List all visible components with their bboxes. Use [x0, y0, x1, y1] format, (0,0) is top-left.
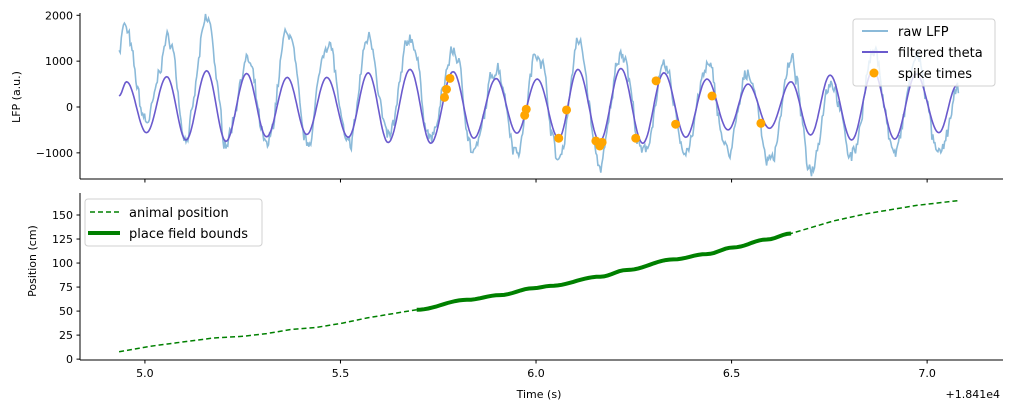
filtered-theta-line — [118, 67, 958, 145]
legend-raw-lfp-label: raw LFP — [898, 25, 949, 40]
raw-lfp-line — [118, 13, 960, 177]
x-tick-label: 5.5 — [332, 367, 350, 380]
lfp-plot-area — [118, 13, 960, 177]
x-axis-offset-label: +1.841e4 — [946, 388, 1000, 401]
legend-place-field-label: place field bounds — [129, 227, 248, 242]
spike-point — [554, 133, 564, 143]
position-plot-area — [118, 199, 961, 353]
lfp-y-ticks: −1000 0 1000 2000 — [36, 9, 80, 160]
position-x-ticks: 5.0 5.5 6.0 6.5 7.0 — [136, 360, 936, 380]
spike-point — [441, 84, 451, 94]
place-field-line — [416, 231, 792, 312]
lfp-y-axis-label: LFP (a.u.) — [10, 71, 23, 123]
y-tick-label: 150 — [52, 209, 73, 222]
spike-point — [707, 91, 717, 101]
y-tick-label: 0 — [66, 353, 73, 366]
spike-point — [445, 73, 455, 83]
y-tick-label: 125 — [52, 233, 73, 246]
position-y-axis-label: Position (cm) — [26, 225, 39, 297]
spike-point — [521, 104, 531, 114]
y-tick-label: 1000 — [45, 55, 73, 68]
lfp-legend: raw LFP filtered theta spike times — [852, 18, 996, 87]
legend-spike-label: spike times — [898, 67, 972, 82]
spike-point — [756, 118, 766, 128]
spike-point — [631, 133, 641, 143]
spike-point — [671, 119, 681, 129]
y-tick-label: 75 — [59, 281, 73, 294]
lfp-axes: −1000 0 1000 2000 LFP (a.u.) raw LFP filter… — [10, 9, 1003, 183]
y-tick-label: 100 — [52, 257, 73, 270]
position-y-ticks: 0 25 50 75 100 125 150 — [52, 209, 80, 366]
spike-point — [651, 76, 661, 86]
spike-point — [562, 105, 572, 115]
spike-point — [440, 92, 450, 102]
y-tick-label: 50 — [59, 305, 73, 318]
legend-theta-label: filtered theta — [898, 46, 983, 61]
legend-position-label: animal position — [129, 206, 229, 221]
y-tick-label: 25 — [59, 329, 73, 342]
y-tick-label: −1000 — [36, 147, 73, 160]
position-axes: 0 25 50 75 100 125 150 5.0 5.5 6.0 6.5 7.0 Positio… — [26, 193, 1003, 401]
lfp-x-ticks — [144, 179, 928, 183]
y-tick-label: 2000 — [45, 9, 73, 22]
legend-spike-swatch — [869, 68, 879, 78]
y-tick-label: 0 — [66, 101, 73, 114]
x-axis-label: Time (s) — [516, 388, 562, 401]
x-tick-label: 6.5 — [723, 367, 741, 380]
position-legend: animal position place field bounds — [84, 198, 263, 247]
x-tick-label: 7.0 — [918, 367, 936, 380]
x-tick-label: 6.0 — [527, 367, 545, 380]
spike-point — [597, 137, 607, 147]
x-tick-label: 5.0 — [136, 367, 154, 380]
